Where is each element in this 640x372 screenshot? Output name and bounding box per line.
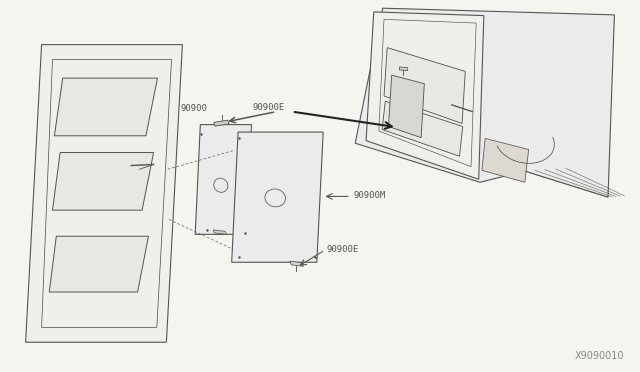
Polygon shape bbox=[26, 45, 182, 342]
Text: 90900M: 90900M bbox=[353, 191, 385, 200]
Polygon shape bbox=[382, 101, 463, 156]
Polygon shape bbox=[54, 78, 157, 136]
Text: 90900: 90900 bbox=[180, 104, 207, 113]
Polygon shape bbox=[232, 132, 323, 262]
Polygon shape bbox=[214, 120, 229, 126]
Polygon shape bbox=[482, 138, 529, 182]
Polygon shape bbox=[384, 48, 465, 124]
Text: 90900E: 90900E bbox=[253, 103, 285, 112]
Polygon shape bbox=[388, 75, 424, 138]
Polygon shape bbox=[49, 236, 148, 292]
Polygon shape bbox=[399, 67, 408, 71]
Polygon shape bbox=[355, 8, 614, 197]
Polygon shape bbox=[366, 12, 484, 179]
Polygon shape bbox=[195, 125, 252, 234]
Text: 90900E: 90900E bbox=[326, 245, 358, 254]
Polygon shape bbox=[290, 261, 303, 266]
Text: X9090010: X9090010 bbox=[575, 351, 624, 361]
Polygon shape bbox=[213, 230, 227, 234]
Polygon shape bbox=[52, 153, 154, 210]
